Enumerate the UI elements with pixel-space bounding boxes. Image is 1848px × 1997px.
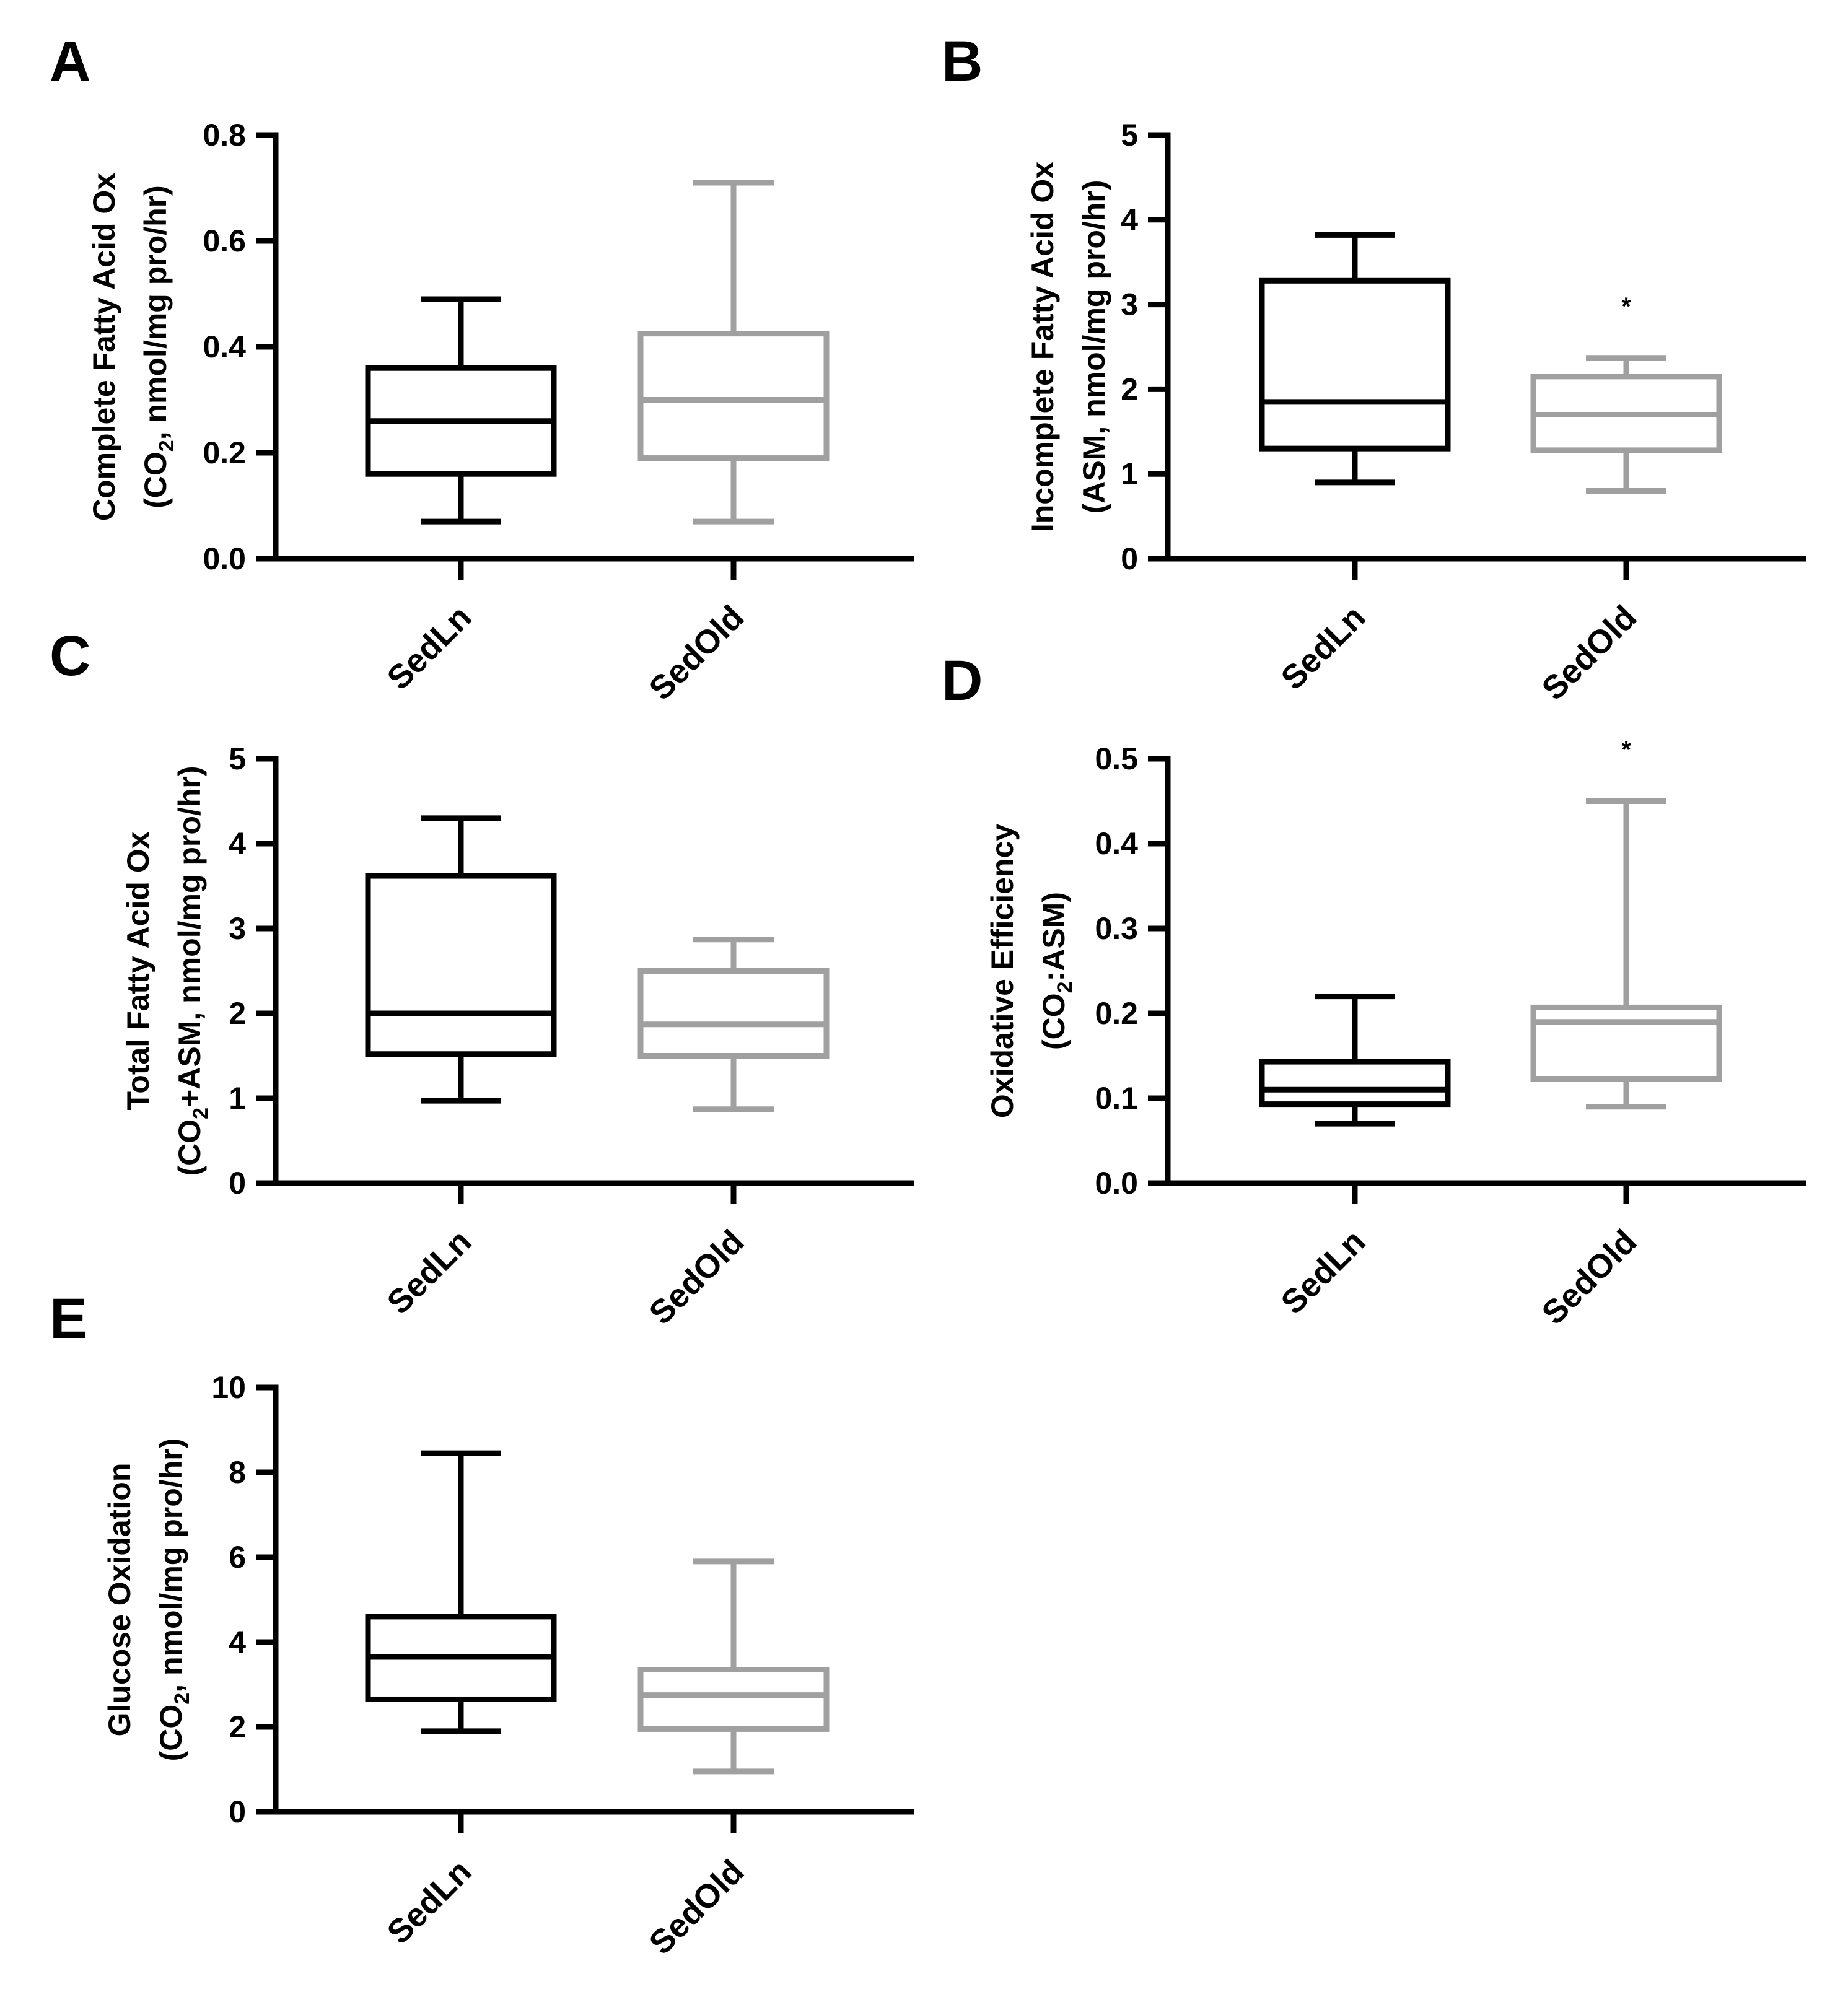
y-tick-label: 0.0 <box>1095 1166 1138 1200</box>
iqr-box <box>1259 277 1451 452</box>
y-axis-label-line1: Incomplete Fatty Acid Ox <box>1025 162 1060 532</box>
y-tick-label: 2 <box>1121 372 1138 406</box>
iqr-box <box>1530 1004 1722 1082</box>
y-axis-label-line1: Glucose Oxidation <box>102 1463 137 1737</box>
panel-letter: D <box>942 649 983 712</box>
y-tick-label: 0.6 <box>203 224 246 258</box>
y-tick-label: 0.8 <box>203 118 246 152</box>
x-category-label: SedLn <box>1274 598 1372 697</box>
x-category-label: SedLn <box>380 598 478 697</box>
panel-e: E 0 2 4 6 8 10 SedLn SedOld Glucose Oxidation (CO2… <box>50 1287 914 1962</box>
y-tick-label: 0 <box>1121 541 1138 576</box>
panel-letter: A <box>50 30 90 93</box>
panel-letter: B <box>942 30 983 93</box>
panel-b: B 0 1 2 3 4 5 SedLn SedOld Incomplete Fatty Acid … <box>942 30 1806 707</box>
box-sedold: * <box>1530 736 1722 1110</box>
y-tick-label: 5 <box>1121 118 1138 152</box>
x-category-label: SedLn <box>380 1223 478 1321</box>
y-tick-label: 5 <box>229 741 246 776</box>
box-sedln <box>1259 232 1451 486</box>
y-tick-label: 10 <box>211 1370 246 1405</box>
y-axis-label-line1: Total Fatty Acid Ox <box>121 831 155 1110</box>
y-tick-label: 6 <box>229 1540 246 1575</box>
x-category-label: SedOld <box>1535 1223 1644 1332</box>
box-sedln <box>365 1450 557 1734</box>
y-tick-label: 2 <box>229 1710 246 1744</box>
x-category-label: SedOld <box>642 598 751 707</box>
box-sedold: * <box>1530 293 1722 494</box>
y-tick-label: 0.3 <box>1095 911 1138 946</box>
iqr-box <box>637 1667 830 1732</box>
y-tick-label: 0.0 <box>203 541 246 576</box>
panel-d: D 0.0 0.1 0.2 0.3 0.4 0.5 SedLn SedOld Oxidative … <box>942 649 1806 1332</box>
significance-marker: * <box>1621 293 1631 320</box>
x-category-label: SedLn <box>1274 1223 1372 1321</box>
y-tick-label: 3 <box>1121 287 1138 322</box>
x-category-label: SedOld <box>1535 598 1644 707</box>
y-tick-label: 0.2 <box>203 435 246 470</box>
y-tick-label: 0 <box>229 1794 246 1829</box>
x-category-label: SedOld <box>642 1223 751 1332</box>
iqr-box <box>637 331 830 461</box>
iqr-box <box>637 968 830 1059</box>
panel-letter: E <box>50 1287 87 1350</box>
y-tick-label: 0.5 <box>1095 741 1138 776</box>
y-tick-label: 1 <box>229 1081 246 1116</box>
y-tick-label: 4 <box>1121 203 1138 237</box>
box-sedold <box>637 180 830 525</box>
y-axis-label-line2: (ASM, nmol/mg pro/hr) <box>1077 180 1111 514</box>
box-sedln <box>365 815 557 1104</box>
y-axis-label-line2: (CO2+ASM, nmol/mg pro/hr) <box>172 766 212 1176</box>
panel-c: C 0 1 2 3 4 5 SedLn SedOld Total Fatty Acid Ox (CO… <box>50 624 914 1332</box>
y-tick-label: 0.4 <box>203 330 246 364</box>
panel-letter: C <box>50 624 90 688</box>
x-category-label: SedLn <box>380 1853 478 1951</box>
y-tick-label: 4 <box>229 1625 246 1659</box>
y-axis-label-line1: Complete Fatty Acid Ox <box>87 173 121 521</box>
panel-a: A 0.0 0.2 0.4 0.6 0.8 SedLn SedOld Complete Fatt… <box>50 30 914 707</box>
y-tick-label: 0.4 <box>1095 826 1138 861</box>
y-axis-label-line1: Oxidative Efficiency <box>985 824 1020 1118</box>
y-axis-label-line2: (CO2:ASM) <box>1036 892 1077 1050</box>
y-tick-label: 8 <box>229 1455 246 1490</box>
y-tick-label: 3 <box>229 911 246 946</box>
box-sedln <box>365 296 557 525</box>
box-sedold <box>637 937 830 1112</box>
box-sedold <box>637 1558 830 1775</box>
iqr-box <box>365 873 557 1057</box>
y-tick-label: 1 <box>1121 457 1138 491</box>
x-category-label: SedOld <box>642 1853 751 1962</box>
y-tick-label: 2 <box>229 996 246 1031</box>
y-tick-label: 0.2 <box>1095 996 1138 1031</box>
y-tick-label: 4 <box>229 826 246 861</box>
box-sedln <box>1259 994 1451 1127</box>
significance-marker: * <box>1621 736 1631 764</box>
y-tick-label: 0 <box>229 1166 246 1200</box>
y-axis-label-line2: (CO2, nmol/mg pro/hr) <box>138 185 178 509</box>
y-axis-label-line2: (CO2, nmol/mg pro/hr) <box>154 1438 194 1762</box>
y-tick-label: 0.1 <box>1095 1081 1138 1116</box>
iqr-box <box>1259 1059 1451 1108</box>
